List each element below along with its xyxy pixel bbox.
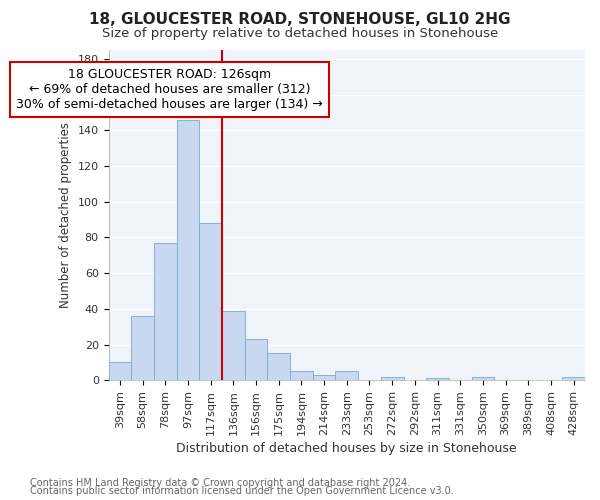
- Text: Size of property relative to detached houses in Stonehouse: Size of property relative to detached ho…: [102, 28, 498, 40]
- Bar: [222, 310, 245, 380]
- Bar: [268, 354, 290, 380]
- Bar: [245, 339, 268, 380]
- X-axis label: Distribution of detached houses by size in Stonehouse: Distribution of detached houses by size …: [176, 442, 517, 455]
- Bar: [313, 375, 335, 380]
- Bar: [381, 376, 404, 380]
- Bar: [109, 362, 131, 380]
- Bar: [290, 372, 313, 380]
- Text: Contains public sector information licensed under the Open Government Licence v3: Contains public sector information licen…: [30, 486, 454, 496]
- Bar: [335, 372, 358, 380]
- Bar: [176, 120, 199, 380]
- Y-axis label: Number of detached properties: Number of detached properties: [59, 122, 72, 308]
- Bar: [426, 378, 449, 380]
- Bar: [199, 223, 222, 380]
- Text: 18, GLOUCESTER ROAD, STONEHOUSE, GL10 2HG: 18, GLOUCESTER ROAD, STONEHOUSE, GL10 2H…: [89, 12, 511, 28]
- Bar: [562, 376, 585, 380]
- Bar: [131, 316, 154, 380]
- Bar: [154, 243, 176, 380]
- Text: 18 GLOUCESTER ROAD: 126sqm
← 69% of detached houses are smaller (312)
30% of sem: 18 GLOUCESTER ROAD: 126sqm ← 69% of deta…: [16, 68, 323, 111]
- Bar: [472, 376, 494, 380]
- Text: Contains HM Land Registry data © Crown copyright and database right 2024.: Contains HM Land Registry data © Crown c…: [30, 478, 410, 488]
